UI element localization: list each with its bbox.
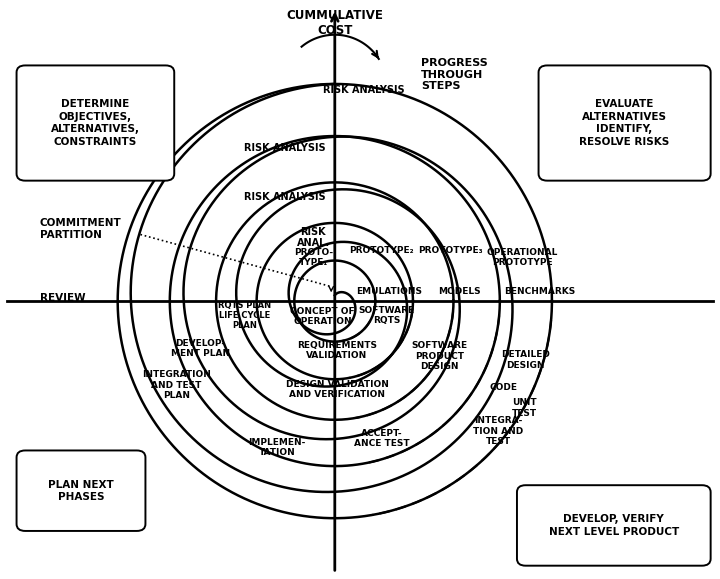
Text: EMULATIONS: EMULATIONS	[356, 287, 422, 296]
Text: DEVELOP-
MENT PLAN: DEVELOP- MENT PLAN	[171, 339, 230, 358]
Text: CONCEPT OF
OPERATION: CONCEPT OF OPERATION	[290, 307, 355, 327]
FancyBboxPatch shape	[17, 65, 174, 181]
Text: RISK
ANAL.: RISK ANAL.	[297, 226, 330, 248]
Text: IMPLEMEN-
TATION: IMPLEMEN- TATION	[248, 438, 306, 457]
FancyBboxPatch shape	[517, 485, 711, 566]
Text: REVIEW: REVIEW	[40, 293, 85, 303]
Text: CODE: CODE	[490, 383, 518, 393]
Text: PROTOTYPE₃: PROTOTYPE₃	[418, 245, 482, 255]
Text: DETAILED
DESIGN: DETAILED DESIGN	[501, 350, 550, 370]
Text: ACCEPT-
ANCE TEST: ACCEPT- ANCE TEST	[354, 428, 410, 448]
Text: RQTS PLAN
LIFE CYCLE
PLAN: RQTS PLAN LIFE CYCLE PLAN	[218, 301, 271, 331]
Text: PROTOTYPE₂: PROTOTYPE₂	[349, 246, 414, 255]
Text: RISK ANALYSIS: RISK ANALYSIS	[323, 85, 405, 95]
Text: RISK ANALYSIS: RISK ANALYSIS	[243, 192, 325, 202]
Text: BENCHMARKS: BENCHMARKS	[505, 287, 575, 296]
Text: INTEGRATION
AND TEST
PLAN: INTEGRATION AND TEST PLAN	[142, 370, 211, 400]
Text: PROGRESS
THROUGH
STEPS: PROGRESS THROUGH STEPS	[421, 58, 488, 91]
Text: MODELS: MODELS	[438, 287, 481, 296]
Text: REQUIREMENTS
VALIDATION: REQUIREMENTS VALIDATION	[297, 340, 377, 360]
FancyBboxPatch shape	[17, 450, 145, 531]
Text: DESIGN VALIDATION
AND VERIFICATION: DESIGN VALIDATION AND VERIFICATION	[286, 380, 388, 400]
Text: SOFTWARE
RQTS: SOFTWARE RQTS	[359, 306, 415, 325]
FancyBboxPatch shape	[539, 65, 711, 181]
Text: EVALUATE
ALTERNATIVES
IDENTIFY,
RESOLVE RISKS: EVALUATE ALTERNATIVES IDENTIFY, RESOLVE …	[580, 100, 670, 146]
Text: DETERMINE
OBJECTIVES,
ALTERNATIVES,
CONSTRAINTS: DETERMINE OBJECTIVES, ALTERNATIVES, CONS…	[51, 100, 140, 146]
Text: COMMITMENT
PARTITION: COMMITMENT PARTITION	[40, 218, 122, 240]
Text: UNIT
TEST: UNIT TEST	[512, 398, 536, 418]
Text: CUMMULATIVE
COST: CUMMULATIVE COST	[287, 9, 383, 36]
Text: DEVELOP, VERIFY
NEXT LEVEL PRODUCT: DEVELOP, VERIFY NEXT LEVEL PRODUCT	[549, 514, 679, 537]
Text: OPERATIONAL
PROTOTYPE: OPERATIONAL PROTOTYPE	[486, 248, 558, 267]
Text: PROTO-
TYPE₁: PROTO- TYPE₁	[294, 248, 333, 267]
Text: SOFTWARE
PRODUCT
DESIGN: SOFTWARE PRODUCT DESIGN	[411, 341, 467, 371]
Text: RISK ANALYSIS: RISK ANALYSIS	[243, 142, 325, 153]
Text: INTEGRA-
TION AND
TEST: INTEGRA- TION AND TEST	[473, 416, 523, 446]
Text: PLAN NEXT
PHASES: PLAN NEXT PHASES	[48, 479, 114, 502]
